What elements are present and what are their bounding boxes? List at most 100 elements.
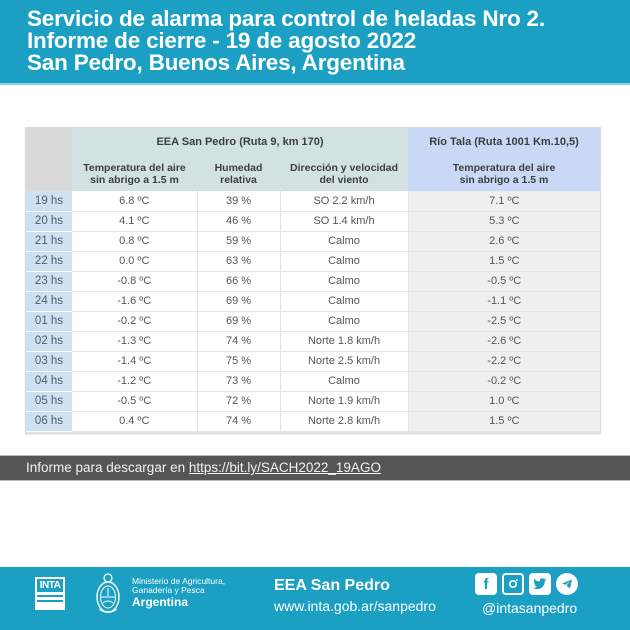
table-row: 24 hs -1.6 ºC 69 % Calmo -1.1 ºC bbox=[26, 291, 601, 312]
temp-cell: 6.8 ºC bbox=[72, 191, 198, 212]
hour-cell: 22 hs bbox=[26, 251, 72, 272]
wind-cell: SO 1.4 km/h bbox=[280, 211, 409, 232]
temp-cell: 0.4 ºC bbox=[72, 411, 198, 432]
rio-temp-cell: -1.1 ºC bbox=[408, 291, 601, 312]
frost-report-table-container: EEA San Pedro (Ruta 9, km 170) Río Tala … bbox=[25, 127, 601, 434]
rio-temp-cell: 5.3 ºC bbox=[408, 211, 601, 232]
humidity-cell: 74 % bbox=[197, 411, 281, 432]
humidity-cell: 59 % bbox=[197, 231, 281, 252]
col-header-temp-l1: Temperatura del aire bbox=[83, 161, 186, 174]
wind-cell: Calmo bbox=[280, 291, 409, 312]
argentina-coat-of-arms-icon bbox=[96, 573, 120, 613]
hour-cell: 24 hs bbox=[26, 291, 72, 312]
wind-cell: Norte 1.9 km/h bbox=[280, 391, 409, 412]
humidity-cell: 46 % bbox=[197, 211, 281, 232]
rio-temp-cell: 1.0 ºC bbox=[408, 391, 601, 412]
hour-cell: 01 hs bbox=[26, 311, 72, 332]
group-header-eea: EEA San Pedro (Ruta 9, km 170) bbox=[72, 128, 409, 156]
humidity-cell: 66 % bbox=[197, 271, 281, 292]
wind-cell: Norte 1.8 km/h bbox=[280, 331, 409, 352]
ministerio-block: Ministerio de Agricultura, Ganadería y P… bbox=[132, 577, 225, 610]
humidity-cell: 73 % bbox=[197, 371, 281, 392]
humidity-cell: 69 % bbox=[197, 311, 281, 332]
col-header-wind-l1: Dirección y velocidad bbox=[290, 161, 398, 174]
table-row: 05 hs -0.5 ºC 72 % Norte 1.9 km/h 1.0 ºC bbox=[26, 391, 601, 412]
corner-cell bbox=[26, 128, 72, 191]
wind-cell: Calmo bbox=[280, 251, 409, 272]
wind-cell: Calmo bbox=[280, 271, 409, 292]
temp-cell: -0.2 ºC bbox=[72, 311, 198, 332]
wind-cell: Calmo bbox=[280, 311, 409, 332]
col-header-temp: Temperatura del aire sin abrigo a 1.5 m bbox=[72, 156, 197, 191]
rio-temp-cell: -2.6 ºC bbox=[408, 331, 601, 352]
temp-cell: 0.0 ºC bbox=[72, 251, 198, 272]
twitter-icon[interactable] bbox=[529, 573, 551, 595]
humidity-cell: 75 % bbox=[197, 351, 281, 372]
table-row: 23 hs -0.8 ºC 66 % Calmo -0.5 ºC bbox=[26, 271, 601, 292]
title-line-1: Servicio de alarma para control de helad… bbox=[27, 6, 545, 31]
rio-temp-cell: -2.5 ºC bbox=[408, 311, 601, 332]
eea-block: EEA San Pedro www.inta.gob.ar/sanpedro bbox=[274, 576, 436, 616]
col-header-rio-temp-l1: Temperatura del aire bbox=[452, 161, 556, 174]
wind-cell: Calmo bbox=[280, 371, 409, 392]
hour-cell: 02 hs bbox=[26, 331, 72, 352]
temp-cell: -1.2 ºC bbox=[72, 371, 198, 392]
hour-cell: 20 hs bbox=[26, 211, 72, 232]
social-icons: f bbox=[475, 573, 578, 595]
hour-cell: 06 hs bbox=[26, 411, 72, 432]
col-header-humidity: Humedad relativa bbox=[197, 156, 280, 191]
hour-cell: 05 hs bbox=[26, 391, 72, 412]
table-row: 19 hs 6.8 ºC 39 % SO 2.2 km/h 7.1 ºC bbox=[26, 191, 601, 212]
table-row: 03 hs -1.4 ºC 75 % Norte 2.5 km/h -2.2 ºC bbox=[26, 351, 601, 372]
temp-cell: 0.8 ºC bbox=[72, 231, 198, 252]
instagram-icon[interactable] bbox=[502, 573, 524, 595]
col-header-rio-temp-l2: sin abrigo a 1.5 m bbox=[459, 173, 549, 186]
hour-cell: 03 hs bbox=[26, 351, 72, 372]
temp-cell: -0.5 ºC bbox=[72, 391, 198, 412]
inta-logo-line bbox=[37, 595, 63, 597]
title-banner: Servicio de alarma para control de helad… bbox=[0, 0, 630, 85]
col-header-wind-l2: del viento bbox=[319, 173, 369, 186]
hour-cell: 04 hs bbox=[26, 371, 72, 392]
humidity-cell: 39 % bbox=[197, 191, 281, 212]
inta-logo: INTA bbox=[35, 577, 65, 610]
inta-logo-line bbox=[37, 600, 63, 602]
col-header-temp-l2: sin abrigo a 1.5 m bbox=[90, 173, 179, 186]
ministerio-line-3: Argentina bbox=[132, 595, 189, 609]
social-handle[interactable]: @intasanpedro bbox=[482, 600, 578, 616]
hour-cell: 19 hs bbox=[26, 191, 72, 212]
rio-temp-cell: 2.6 ºC bbox=[408, 231, 601, 252]
humidity-cell: 74 % bbox=[197, 331, 281, 352]
rio-temp-cell: -0.5 ºC bbox=[408, 271, 601, 292]
telegram-icon[interactable] bbox=[556, 573, 578, 595]
download-bar: Informe para descargar en https://bit.ly… bbox=[0, 455, 630, 481]
inta-logo-text: INTA bbox=[37, 579, 63, 592]
table-row: 04 hs -1.2 ºC 73 % Calmo -0.2 ºC bbox=[26, 371, 601, 392]
download-text: Informe para descargar en bbox=[26, 460, 189, 475]
table-row: 06 hs 0.4 ºC 74 % Norte 2.8 km/h 1.5 ºC bbox=[26, 411, 601, 432]
rio-temp-cell: -2.2 ºC bbox=[408, 351, 601, 372]
title-line-3: San Pedro, Buenos Aires, Argentina bbox=[27, 50, 405, 75]
table-row: 21 hs 0.8 ºC 59 % Calmo 2.6 ºC bbox=[26, 231, 601, 252]
eea-website-link[interactable]: www.inta.gob.ar/sanpedro bbox=[274, 598, 436, 614]
table-row: 02 hs -1.3 ºC 74 % Norte 1.8 km/h -2.6 ºC bbox=[26, 331, 601, 352]
wind-cell: Calmo bbox=[280, 231, 409, 252]
col-header-humidity-l2: relativa bbox=[220, 173, 257, 186]
col-header-rio-temp: Temperatura del aire sin abrigo a 1.5 m bbox=[408, 156, 601, 191]
wind-cell: Norte 2.5 km/h bbox=[280, 351, 409, 372]
temp-cell: -1.3 ºC bbox=[72, 331, 198, 352]
download-link[interactable]: https://bit.ly/SACH2022_19AGO bbox=[188, 460, 381, 475]
title-line-2: Informe de cierre - 19 de agosto 2022 bbox=[27, 28, 417, 53]
table-row: 01 hs -0.2 ºC 69 % Calmo -2.5 ºC bbox=[26, 311, 601, 332]
temp-cell: -1.4 ºC bbox=[72, 351, 198, 372]
rio-temp-cell: 1.5 ºC bbox=[408, 411, 601, 432]
frost-report-table: EEA San Pedro (Ruta 9, km 170) Río Tala … bbox=[26, 128, 601, 432]
temp-cell: -1.6 ºC bbox=[72, 291, 198, 312]
wind-cell: Norte 2.8 km/h bbox=[280, 411, 409, 432]
humidity-cell: 69 % bbox=[197, 291, 281, 312]
col-header-humidity-l1: Humedad bbox=[214, 161, 263, 174]
ministerio-line-1: Ministerio de Agricultura, bbox=[132, 576, 226, 586]
humidity-cell: 63 % bbox=[197, 251, 281, 272]
facebook-icon[interactable]: f bbox=[475, 573, 497, 595]
